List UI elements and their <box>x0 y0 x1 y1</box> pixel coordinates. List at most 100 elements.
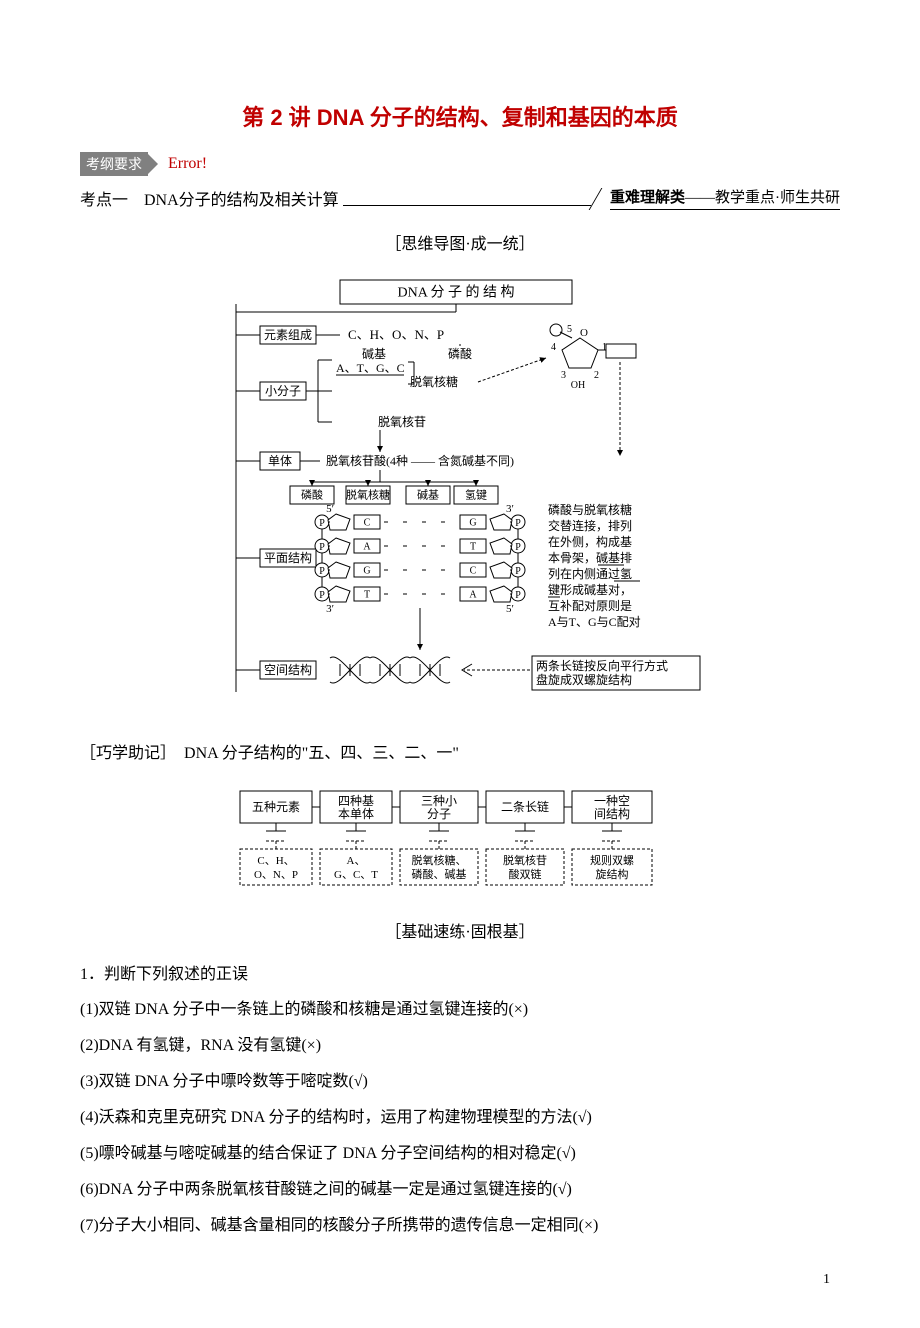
svg-text:A、: A、 <box>347 855 366 867</box>
diagram-svg: DNA 分 子 的 结 构元素组成C、H、O、N、P小分子碱基A、T、G、C磷酸… <box>200 274 720 714</box>
svg-text:旋结构: 旋结构 <box>596 867 629 881</box>
svg-text:P: P <box>319 542 325 553</box>
svg-text:C: C <box>364 517 371 528</box>
svg-text:五种元素: 五种元素 <box>252 800 300 814</box>
svg-text:P: P <box>319 518 325 529</box>
svg-text:A、T、G、C: A、T、G、C <box>336 361 405 375</box>
svg-text:T: T <box>364 589 370 600</box>
exercise-heading: 1．判断下列叙述的正误 <box>80 960 840 984</box>
svg-text:元素组成: 元素组成 <box>264 328 312 342</box>
svg-text:P: P <box>515 566 521 577</box>
svg-text:C、H、O、N、P: C、H、O、N、P <box>348 327 444 342</box>
svg-text:碱基: 碱基 <box>362 347 386 361</box>
svg-text:3′: 3′ <box>506 503 514 515</box>
svg-text:P: P <box>515 518 521 529</box>
svg-text:本骨架，碱基排: 本骨架，碱基排 <box>548 551 632 565</box>
svg-text:交替连接，排列: 交替连接，排列 <box>548 518 632 533</box>
svg-text:DNA 分 子 的 结 构: DNA 分 子 的 结 构 <box>397 285 514 301</box>
svg-text:P: P <box>319 590 325 601</box>
svg-text:P: P <box>319 566 325 577</box>
svg-text:碱基: 碱基 <box>417 489 439 502</box>
exercise-item: (5)嘌呤碱基与嘧啶碱基的结合保证了 DNA 分子空间结构的相对稳定(√) <box>80 1138 840 1170</box>
topic-right: 重难理解类——教学重点·师生共研 <box>610 186 840 210</box>
svg-text:在外侧，构成基: 在外侧，构成基 <box>548 534 632 549</box>
section-heading-a: ［思维导图·成一统］ <box>80 230 840 254</box>
exercise-item: (3)双链 DNA 分子中嘌呤数等于嘧啶数(√) <box>80 1066 840 1098</box>
mnemonic-table-diagram: 五种元素 C、H、 O、N、P 四种基本单体 A、 G、C、T 三种小分子脱氧核糖、磷酸、碱… <box>80 783 840 898</box>
svg-text:一种空: 一种空 <box>594 794 630 808</box>
mnemonic-line: ［巧学助记］ DNA 分子结构的"五、四、三、二、一" <box>80 739 840 763</box>
mnemonic-text: DNA 分子结构的"五、四、三、二、一" <box>184 745 459 762</box>
arrow-right-icon <box>148 154 158 174</box>
svg-text:酸双链: 酸双链 <box>509 867 542 881</box>
svg-text:脱氧核苷: 脱氧核苷 <box>503 853 547 867</box>
svg-text:空间结构: 空间结构 <box>264 662 312 677</box>
svg-text:O: O <box>580 327 588 339</box>
syllabus-badge: 考纲要求 <box>80 152 148 176</box>
exercise-item: (6)DNA 分子中两条脱氧核苷酸链之间的碱基一定是通过氢键连接的(√) <box>80 1174 840 1206</box>
svg-text:平面结构: 平面结构 <box>264 550 312 565</box>
svg-text:4: 4 <box>551 342 556 353</box>
document-page: 第 2 讲 DNA 分子的结构、复制和基因的本质 考纲要求 Error! 考点一… <box>0 0 920 1328</box>
lecture-title: 第 2 讲 DNA 分子的结构、复制和基因的本质 <box>80 100 840 132</box>
svg-text:列在内侧通过氢: 列在内侧通过氢 <box>548 566 632 581</box>
topic-right-bold: 重难理解类 <box>610 189 685 206</box>
exercise-item: (7)分子大小相同、碱基含量相同的核酸分子所携带的遗传信息一定相同(×) <box>80 1210 840 1242</box>
exercise-item: (2)DNA 有氢键，RNA 没有氢键(×) <box>80 1030 840 1062</box>
svg-text:互补配对原则是: 互补配对原则是 <box>548 599 632 613</box>
svg-text:3: 3 <box>561 370 566 381</box>
svg-text:A: A <box>469 589 477 600</box>
syllabus-row: 考纲要求 Error! <box>80 152 840 176</box>
svg-text:A: A <box>363 541 371 552</box>
svg-text:磷酸、碱基: 磷酸、碱基 <box>412 867 467 881</box>
svg-text:A与T、G与C配对: A与T、G与C配对 <box>548 615 641 629</box>
exercise-item: (4)沃森和克里克研究 DNA 分子的结构时，运用了构建物理模型的方法(√) <box>80 1102 840 1134</box>
svg-text:四种基: 四种基 <box>338 794 374 808</box>
topic-underline <box>343 205 591 206</box>
svg-text:单体: 单体 <box>268 454 292 468</box>
svg-text:氢键: 氢键 <box>465 488 487 502</box>
mnemonic-prefix: ［巧学助记］ <box>80 745 184 762</box>
svg-text:OH: OH <box>571 380 585 391</box>
svg-text:5′: 5′ <box>326 503 334 515</box>
svg-text:两条长链按反向平行方式: 两条长链按反向平行方式 <box>536 658 668 673</box>
svg-text:脱氧核苷酸(4种 —— 含氮碱基不同): 脱氧核苷酸(4种 —— 含氮碱基不同) <box>326 453 514 468</box>
svg-text:间结构: 间结构 <box>594 806 630 821</box>
svg-text:C、H、: C、H、 <box>257 855 294 867</box>
svg-text:脱氧核糖、: 脱氧核糖、 <box>412 853 467 867</box>
svg-text:盘旋成双螺旋结构: 盘旋成双螺旋结构 <box>536 672 632 687</box>
topic-row: 考点一 DNA分子的结构及相关计算 重难理解类——教学重点·师生共研 <box>80 186 840 210</box>
svg-text:脱氧核苷: 脱氧核苷 <box>378 414 426 429</box>
svg-text:分子: 分子 <box>427 807 451 821</box>
svg-text:规则双螺: 规则双螺 <box>590 853 634 867</box>
svg-text:二条长链: 二条长链 <box>501 799 549 814</box>
topic-left: 考点一 DNA分子的结构及相关计算 <box>80 186 339 210</box>
svg-text:键形成碱基对，: 键形成碱基对， <box>548 583 632 597</box>
exercise-item: (1)双链 DNA 分子中一条链上的磷酸和核糖是通过氢键连接的(×) <box>80 994 840 1026</box>
svg-text:小分子: 小分子 <box>265 384 301 398</box>
svg-text:磷酸与脱氧核糖: 磷酸与脱氧核糖 <box>548 502 632 517</box>
dna-structure-diagram: DNA 分 子 的 结 构元素组成C、H、O、N、P小分子碱基A、T、G、C磷酸… <box>80 274 840 719</box>
topic-right-rest: ——教学重点·师生共研 <box>685 190 840 206</box>
exercise-list: (1)双链 DNA 分子中一条链上的磷酸和核糖是通过氢键连接的(×) (2)DNA… <box>80 994 840 1242</box>
svg-text:本单体: 本单体 <box>338 807 374 821</box>
svg-text:G、C、T: G、C、T <box>334 869 378 881</box>
svg-text:5′: 5′ <box>506 603 514 615</box>
svg-text:2: 2 <box>594 370 599 381</box>
error-text: Error! <box>168 155 207 173</box>
tiptable-svg: 五种元素 C、H、 O、N、P 四种基本单体 A、 G、C、T 三种小分子脱氧核糖、磷酸、碱… <box>230 783 690 893</box>
svg-text:P: P <box>515 590 521 601</box>
svg-text:O、N、P: O、N、P <box>254 869 298 881</box>
svg-text:3′: 3′ <box>326 603 334 615</box>
svg-text:5: 5 <box>567 324 572 335</box>
svg-text:G: G <box>363 565 370 576</box>
svg-text:G: G <box>469 517 476 528</box>
svg-text:P: P <box>515 542 521 553</box>
page-number: 1 <box>80 1272 840 1288</box>
svg-text:脱氧核糖: 脱氧核糖 <box>346 488 390 502</box>
svg-text:磷酸: 磷酸 <box>301 488 323 502</box>
svg-text:三种小: 三种小 <box>421 794 457 808</box>
svg-text:脱氧核糖: 脱氧核糖 <box>410 374 458 389</box>
svg-text:磷酸: 磷酸 <box>448 346 472 361</box>
svg-text:T: T <box>470 541 476 552</box>
